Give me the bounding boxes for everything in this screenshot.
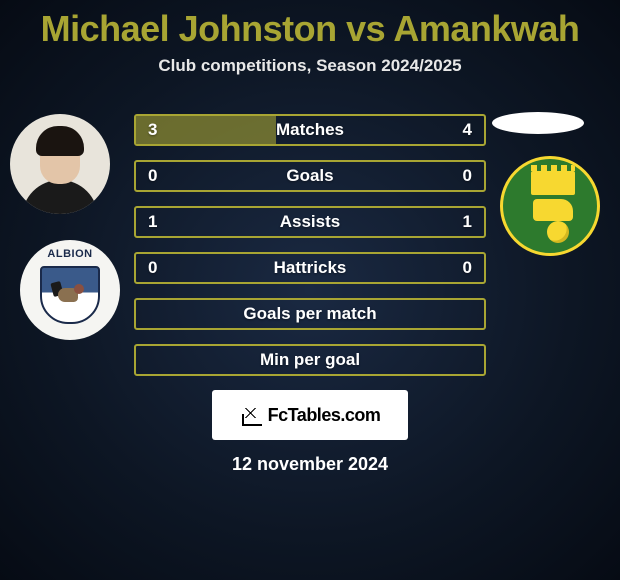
stat-value-right: 0 bbox=[463, 258, 472, 278]
stat-label: Hattricks bbox=[274, 258, 347, 278]
stat-row: Goals per match bbox=[134, 298, 486, 330]
page-title: Michael Johnston vs Amankwah bbox=[0, 0, 620, 50]
player-right-avatar bbox=[492, 112, 584, 134]
stat-label: Matches bbox=[276, 120, 344, 140]
stat-label: Assists bbox=[280, 212, 340, 232]
crest-left-text: ALBION bbox=[47, 248, 92, 260]
stat-value-left: 0 bbox=[148, 166, 157, 186]
watermark: FcTables.com bbox=[212, 390, 408, 440]
stat-label: Goals per match bbox=[243, 304, 376, 324]
chart-icon bbox=[240, 404, 262, 426]
stat-value-right: 4 bbox=[463, 120, 472, 140]
team-right-crest bbox=[500, 156, 600, 256]
stat-row: Min per goal bbox=[134, 344, 486, 376]
stat-value-left: 0 bbox=[148, 258, 157, 278]
stat-value-right: 1 bbox=[463, 212, 472, 232]
stat-value-left: 1 bbox=[148, 212, 157, 232]
stat-value-right: 0 bbox=[463, 166, 472, 186]
stats-bars: 3 Matches 4 0 Goals 0 1 Assists 1 0 Hattricks 0 Goal… bbox=[134, 114, 486, 376]
player-left-avatar bbox=[10, 114, 110, 214]
stat-row: 0 Goals 0 bbox=[134, 160, 486, 192]
date-label: 12 november 2024 bbox=[0, 454, 620, 475]
stat-row: 0 Hattricks 0 bbox=[134, 252, 486, 284]
stat-row: 3 Matches 4 bbox=[134, 114, 486, 146]
team-left-crest: ALBION bbox=[20, 240, 120, 340]
stat-label: Min per goal bbox=[260, 350, 360, 370]
comparison-content: ALBION 3 Matches 4 0 Goals 0 1 Assists 1 0 Hattric… bbox=[0, 114, 620, 376]
stat-row: 1 Assists 1 bbox=[134, 206, 486, 238]
watermark-text: FcTables.com bbox=[268, 405, 381, 426]
stat-label: Goals bbox=[286, 166, 333, 186]
subtitle: Club competitions, Season 2024/2025 bbox=[0, 56, 620, 76]
stat-value-left: 3 bbox=[148, 120, 157, 140]
